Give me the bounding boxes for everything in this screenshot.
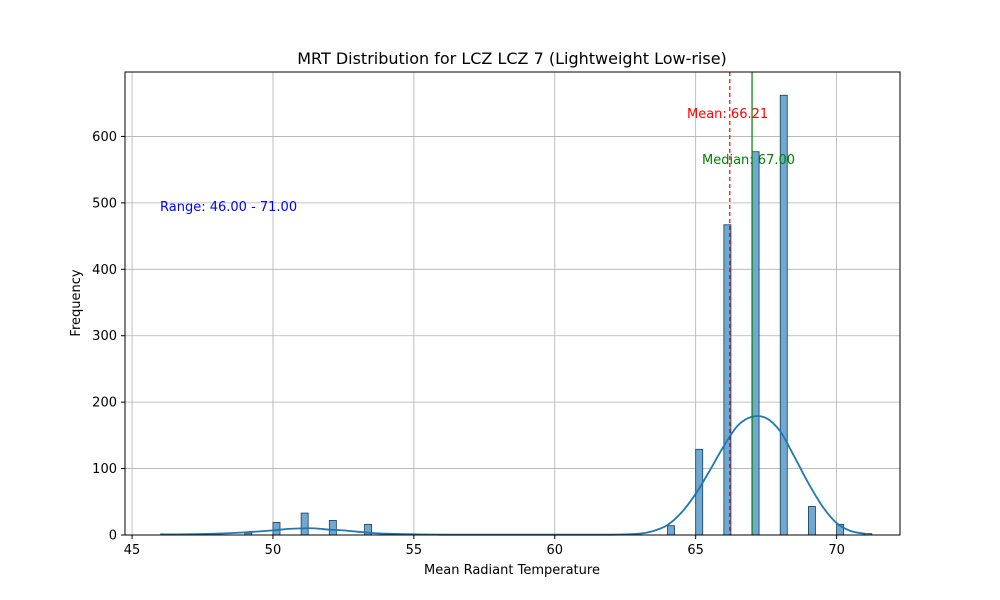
y-tick-label: 0 bbox=[109, 529, 117, 544]
histogram-bar bbox=[808, 506, 816, 536]
chart-title: MRT Distribution for LCZ LCZ 7 (Lightwei… bbox=[297, 49, 727, 68]
x-tick-label: 70 bbox=[828, 543, 845, 558]
x-tick-label: 50 bbox=[265, 543, 282, 558]
y-axis-label: Frequency bbox=[69, 269, 84, 336]
histogram-bar bbox=[751, 151, 760, 536]
x-tick-label: 45 bbox=[124, 543, 141, 558]
x-tick-label: 60 bbox=[546, 543, 563, 558]
y-tick-label: 200 bbox=[92, 396, 117, 411]
histogram-bar bbox=[328, 519, 337, 536]
histogram-bar bbox=[667, 525, 675, 536]
reference-lines bbox=[729, 72, 753, 535]
y-axis-ticks: 0 100 200 300 400 500 600 bbox=[92, 130, 125, 544]
y-tick-label: 400 bbox=[92, 263, 117, 278]
mean-label: Mean: 66.21 bbox=[687, 107, 768, 122]
x-axis-label: Mean Radiant Temperature bbox=[424, 563, 600, 578]
grid bbox=[125, 72, 900, 536]
y-tick-label: 600 bbox=[92, 130, 117, 145]
median-label: Median: 67.00 bbox=[702, 153, 795, 168]
y-tick-label: 500 bbox=[92, 196, 117, 211]
x-axis-ticks: 45 50 55 60 65 70 bbox=[124, 535, 845, 558]
plot-frame bbox=[124, 71, 901, 536]
histogram-bar bbox=[300, 512, 309, 536]
range-label: Range: 46.00 - 71.00 bbox=[160, 200, 297, 215]
x-tick-label: 55 bbox=[406, 543, 423, 558]
histogram-bar bbox=[272, 521, 281, 536]
y-tick-label: 100 bbox=[92, 462, 117, 477]
y-tick-label: 300 bbox=[92, 329, 117, 344]
x-tick-label: 65 bbox=[687, 543, 704, 558]
